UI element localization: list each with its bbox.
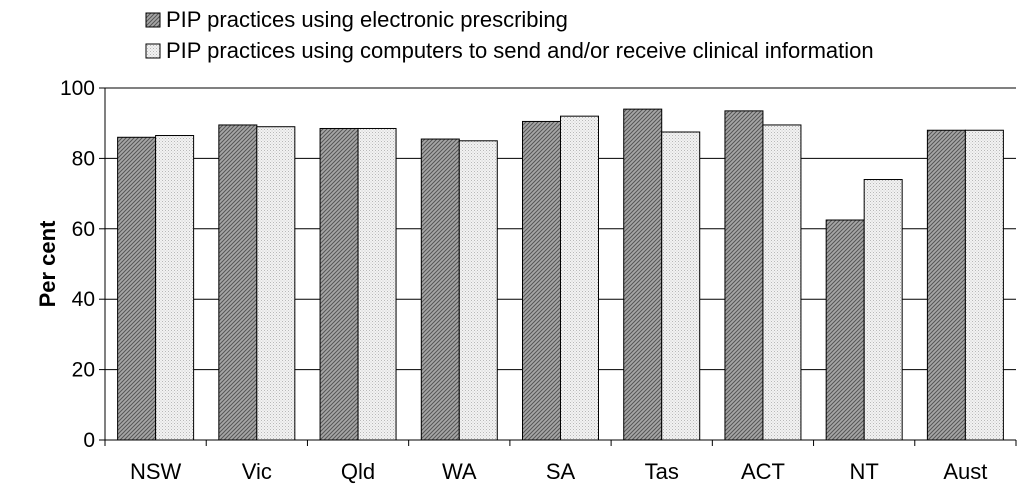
bar-nsw-series-2 xyxy=(155,135,195,441)
y-tick-label: 40 xyxy=(72,288,95,311)
y-tick-label: 80 xyxy=(72,147,95,170)
bar-nt-series-2 xyxy=(863,179,903,441)
legend-item-series-2: PIP practices using computers to send an… xyxy=(145,38,874,63)
legend-label-series-2: PIP practices using computers to send an… xyxy=(166,38,874,63)
bar-tas-series-1 xyxy=(623,108,663,441)
x-tick-label: NSW xyxy=(130,459,182,484)
y-axis-ticks: 0 20 40 60 80 100 xyxy=(60,77,105,452)
legend: PIP practices using electronic prescribi… xyxy=(145,7,874,63)
x-tick-label: ACT xyxy=(741,459,785,484)
x-axis-labels: NSW Vic Qld WA SA Tas ACT NT Aust xyxy=(130,459,987,484)
bar-nsw-series-1 xyxy=(117,136,157,441)
bar-act-series-1 xyxy=(724,110,764,441)
bar-sa-series-1 xyxy=(522,120,561,441)
bar-sa-series-2 xyxy=(560,115,599,441)
bar-vic-series-1 xyxy=(218,124,258,441)
y-tick-label: 100 xyxy=(60,77,95,100)
x-tick-label: Vic xyxy=(242,459,272,484)
bar-vic-series-2 xyxy=(256,126,296,441)
y-tick-label: 20 xyxy=(72,359,95,382)
y-tick-label: 0 xyxy=(83,429,95,452)
legend-swatch-series-1 xyxy=(145,12,161,28)
y-tick-label: 60 xyxy=(72,218,95,241)
axes xyxy=(104,88,1017,446)
bar-aust-series-2 xyxy=(964,129,1004,441)
x-tick-label: WA xyxy=(442,459,477,484)
bar-wa-series-1 xyxy=(420,138,460,441)
bar-wa-series-2 xyxy=(458,140,498,441)
x-tick-label: Qld xyxy=(341,459,375,484)
legend-swatch-series-2 xyxy=(145,43,161,59)
x-tick-label: Aust xyxy=(943,459,987,484)
bar-tas-series-2 xyxy=(661,131,701,441)
bar-aust-series-1 xyxy=(926,129,966,441)
bars xyxy=(117,108,1004,441)
legend-label-series-1: PIP practices using electronic prescribi… xyxy=(166,7,568,32)
legend-item-series-1: PIP practices using electronic prescribi… xyxy=(145,7,568,32)
x-tick-label: NT xyxy=(850,459,879,484)
x-tick-label: Tas xyxy=(645,459,679,484)
bar-nt-series-1 xyxy=(825,219,865,441)
bar-qld-series-1 xyxy=(319,127,359,441)
y-axis-label: Per cent xyxy=(35,220,60,307)
bar-act-series-2 xyxy=(762,124,802,441)
bar-qld-series-2 xyxy=(357,127,397,441)
x-tick-label: SA xyxy=(546,459,576,484)
